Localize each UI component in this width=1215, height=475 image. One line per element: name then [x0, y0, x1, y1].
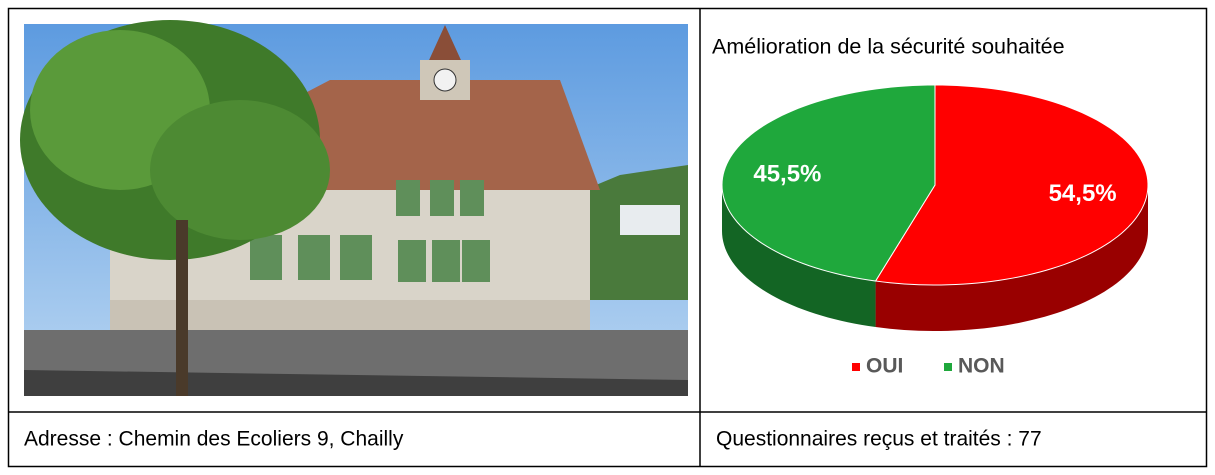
chart-title: Amélioration de la sécurité souhaitée: [712, 35, 1065, 59]
legend-label: OUI: [866, 355, 903, 378]
pie-slice-side: [722, 185, 876, 328]
address: Adresse : Chemin des Ecoliers 9, Chailly: [24, 428, 404, 451]
questionnaire-count: Questionnaires reçus et traités : 77: [716, 428, 1042, 451]
pie-slice-side: [875, 185, 1148, 331]
value-label: 54,5%: [1049, 180, 1117, 207]
pie-slice: [874, 84, 1149, 286]
legend-label: NON: [958, 355, 1005, 378]
table-border: [7, 7, 1208, 468]
school-photo: [20, 20, 688, 396]
legend-swatch: [852, 363, 860, 371]
value-label: 45,5%: [753, 160, 821, 187]
legend-swatch: [944, 363, 952, 371]
pie-slice: [721, 84, 936, 282]
